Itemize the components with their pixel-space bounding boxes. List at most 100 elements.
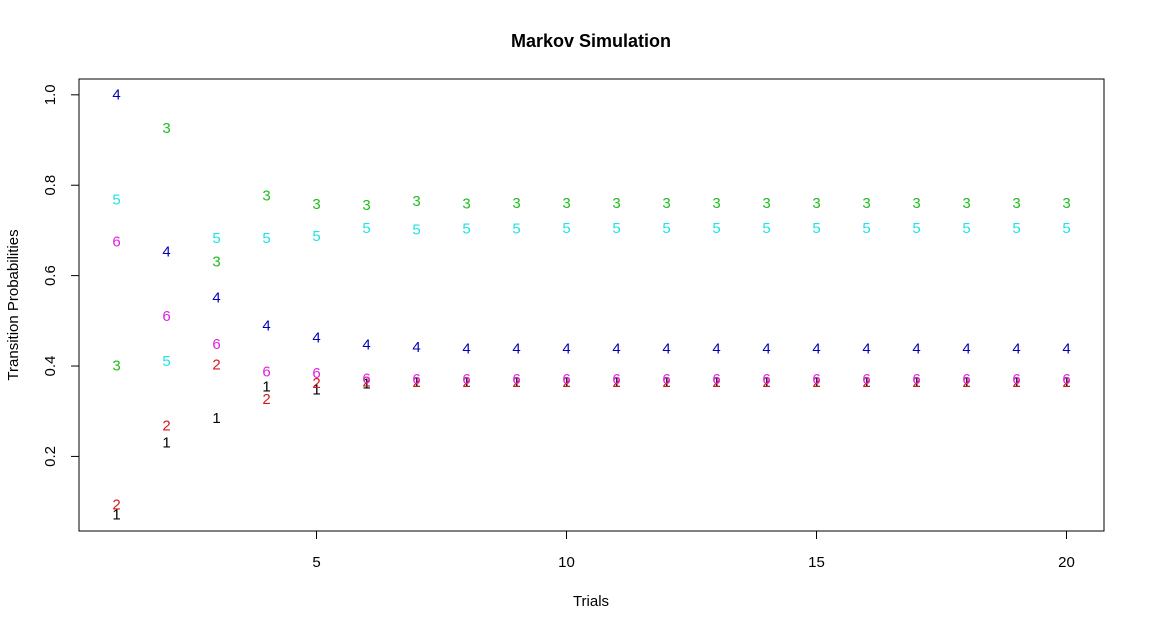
data-point-series-2: 2 <box>762 374 770 391</box>
data-point-series-5: 5 <box>762 220 770 237</box>
data-point-series-5: 5 <box>512 221 520 238</box>
data-point-series-3: 3 <box>562 195 570 212</box>
data-point-series-3: 3 <box>262 188 270 205</box>
data-point-series-4: 4 <box>1012 340 1020 357</box>
data-point-series-2: 2 <box>862 374 870 391</box>
y-tick-label: 0.2 <box>42 446 59 467</box>
data-point-series-3: 3 <box>1062 195 1070 212</box>
data-point-series-4: 4 <box>262 318 270 335</box>
data-point-series-6: 6 <box>362 371 370 388</box>
data-point-series-5: 5 <box>212 230 220 247</box>
data-point-series-2: 2 <box>912 374 920 391</box>
data-point-series-4: 4 <box>212 290 220 307</box>
y-tick-label: 0.8 <box>42 175 59 196</box>
data-point-series-1: 1 <box>312 381 320 398</box>
data-point-series-5: 5 <box>162 353 170 370</box>
data-point-series-4: 4 <box>612 340 620 357</box>
data-point-series-6: 6 <box>712 371 720 388</box>
x-tick-label: 5 <box>312 554 320 571</box>
data-point-series-1: 1 <box>762 374 770 391</box>
data-point-series-2: 2 <box>812 374 820 391</box>
y-axis: 0.2 0.4 0.6 0.8 1.0 <box>42 84 80 467</box>
data-point-series-5: 5 <box>412 221 420 238</box>
x-axis-label: Trials <box>573 593 609 610</box>
data-point-series-4: 4 <box>762 340 770 357</box>
data-point-series-6: 6 <box>512 371 520 388</box>
data-point-series-1: 1 <box>462 374 470 391</box>
data-point-series-3: 3 <box>112 358 120 375</box>
data-point-series-6: 6 <box>912 371 920 388</box>
data-point-series-5: 5 <box>312 228 320 245</box>
y-tick-label: 1.0 <box>42 84 59 105</box>
data-point-series-6: 6 <box>162 308 170 325</box>
data-point-series-6: 6 <box>862 371 870 388</box>
data-point-series-6: 6 <box>1012 371 1020 388</box>
data-point-series-4: 4 <box>312 329 320 346</box>
data-point-series-1: 1 <box>362 376 370 393</box>
data-point-series-3: 3 <box>1012 195 1020 212</box>
data-point-series-2: 2 <box>212 357 220 374</box>
data-point-series-6: 6 <box>562 371 570 388</box>
data-point-series-3: 3 <box>812 195 820 212</box>
data-point-series-3: 3 <box>662 195 670 212</box>
data-point-series-3: 3 <box>712 195 720 212</box>
y-axis-label: Transition Probabilities <box>5 229 22 380</box>
data-point-series-6: 6 <box>262 363 270 380</box>
data-point-series-3: 3 <box>412 193 420 210</box>
data-point-series-3: 3 <box>362 197 370 214</box>
data-point-series-1: 1 <box>862 374 870 391</box>
data-point-series-2: 2 <box>662 374 670 391</box>
data-point-series-5: 5 <box>662 220 670 237</box>
data-point-series-5: 5 <box>862 220 870 237</box>
data-point-series-6: 6 <box>412 371 420 388</box>
data-point-series-5: 5 <box>912 220 920 237</box>
plot-frame <box>78 78 1105 532</box>
y-tick-label: 0.6 <box>42 265 59 286</box>
data-point-series-2: 2 <box>1062 374 1070 391</box>
data-point-series-5: 5 <box>1062 220 1070 237</box>
data-point-series-4: 4 <box>812 340 820 357</box>
data-point-series-5: 5 <box>1012 220 1020 237</box>
data-point-series-5: 5 <box>262 230 270 247</box>
data-point-series-2: 2 <box>412 374 420 391</box>
data-point-series-4: 4 <box>962 340 970 357</box>
data-point-series-6: 6 <box>462 371 470 388</box>
x-tick-label: 20 <box>1058 554 1075 571</box>
x-tick-label: 10 <box>558 554 575 571</box>
data-point-series-4: 4 <box>362 336 370 353</box>
data-point-series-2: 2 <box>612 374 620 391</box>
data-point-series-2: 2 <box>362 373 370 390</box>
data-point-series-3: 3 <box>312 196 320 213</box>
data-point-series-2: 2 <box>512 374 520 391</box>
data-point-series-2: 2 <box>112 496 120 513</box>
data-point-series-1: 1 <box>912 374 920 391</box>
y-tick-label: 0.4 <box>42 356 59 377</box>
data-point-series-4: 4 <box>412 339 420 356</box>
data-point-series-4: 4 <box>562 340 570 357</box>
data-point-series-1: 1 <box>662 374 670 391</box>
data-point-series-2: 2 <box>462 374 470 391</box>
data-point-series-5: 5 <box>462 221 470 238</box>
data-point-series-6: 6 <box>662 371 670 388</box>
data-point-series-2: 2 <box>562 374 570 391</box>
data-point-series-1: 1 <box>612 374 620 391</box>
data-point-series-3: 3 <box>762 195 770 212</box>
data-point-series-5: 5 <box>112 192 120 209</box>
data-point-series-4: 4 <box>512 340 520 357</box>
data-point-series-6: 6 <box>612 371 620 388</box>
data-point-series-6: 6 <box>312 365 320 382</box>
x-tick-label: 15 <box>808 554 825 571</box>
data-point-series-3: 3 <box>962 195 970 212</box>
data-point-series-4: 4 <box>1062 340 1070 357</box>
data-point-series-1: 1 <box>162 434 170 451</box>
data-point-series-1: 1 <box>1062 374 1070 391</box>
data-point-series-2: 2 <box>712 374 720 391</box>
data-point-series-3: 3 <box>862 195 870 212</box>
data-point-series-1: 1 <box>112 507 120 524</box>
data-point-series-2: 2 <box>1012 374 1020 391</box>
data-point-series-6: 6 <box>762 371 770 388</box>
data-point-series-6: 6 <box>212 336 220 353</box>
data-point-series-4: 4 <box>112 86 120 103</box>
